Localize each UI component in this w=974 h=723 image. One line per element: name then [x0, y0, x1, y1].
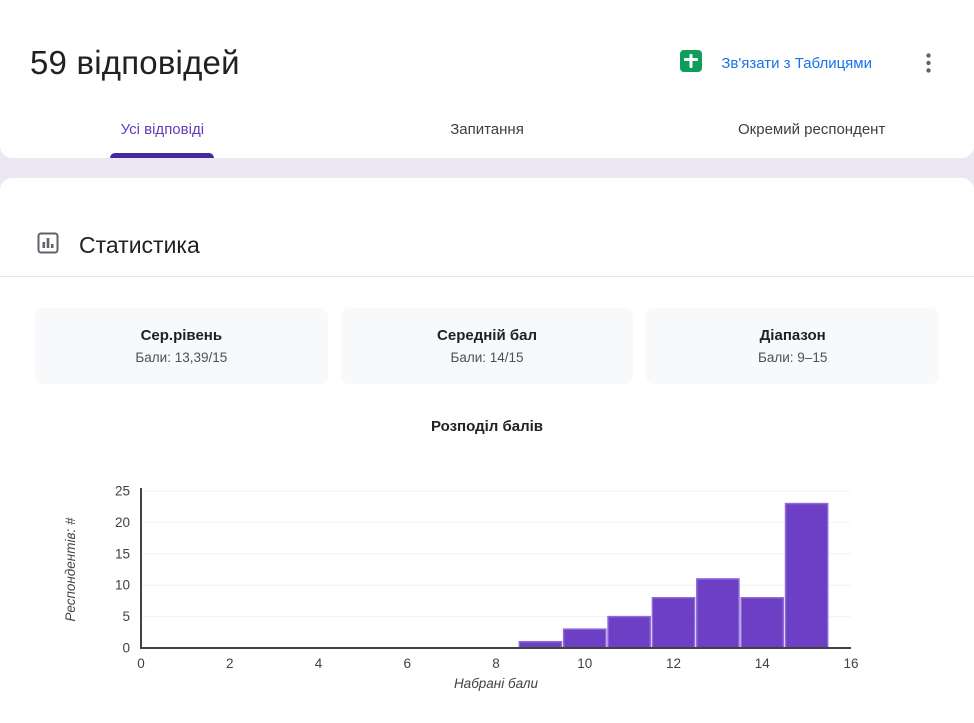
kebab-menu-icon	[925, 53, 931, 73]
header-actions: Зв'язати з Таблицями	[679, 43, 948, 83]
section-title: Статистика	[79, 231, 200, 258]
svg-text:2: 2	[226, 656, 234, 671]
tab-all-responses[interactable]: Усі відповіді	[0, 100, 325, 158]
link-to-sheets-label: Зв'язати з Таблицями	[721, 54, 872, 72]
statistics-section-header: Статистика	[0, 178, 974, 276]
svg-text:4: 4	[315, 656, 323, 671]
svg-text:8: 8	[492, 656, 500, 671]
svg-text:0: 0	[137, 656, 145, 671]
page-background-band	[0, 158, 974, 178]
tab-questions[interactable]: Запитання	[325, 100, 650, 158]
tab-individual-respondent-label: Окремий респондент	[738, 120, 886, 138]
tab-individual-respondent[interactable]: Окремий респондент	[649, 100, 974, 158]
header-bar: 59 відповідей Зв'язати з Таблицями	[0, 0, 974, 100]
stat-chip-range: Діапазон Бали: 9–15	[646, 308, 940, 384]
stat-chip-value: Бали: 9–15	[758, 350, 828, 365]
chart-title: Розподіл балів	[431, 418, 543, 435]
stat-chip-value: Бали: 14/15	[450, 350, 524, 365]
header-card: 59 відповідей Зв'язати з Таблицями	[0, 0, 974, 158]
responses-count-title: 59 відповідей	[30, 44, 240, 81]
stat-chip-average: Середній бал Бали: 14/15	[340, 308, 634, 384]
google-sheets-icon	[679, 49, 703, 78]
stat-chip-value: Бали: 13,39/15	[135, 350, 228, 365]
svg-text:10: 10	[115, 578, 130, 593]
svg-text:16: 16	[843, 656, 858, 671]
stat-chip-title: Середній бал	[437, 327, 537, 344]
svg-text:12: 12	[666, 656, 681, 671]
more-options-button[interactable]	[908, 43, 948, 83]
svg-text:0: 0	[122, 641, 130, 656]
svg-text:Респондентів: #: Респондентів: #	[63, 517, 78, 622]
svg-text:5: 5	[122, 609, 130, 624]
svg-text:Набрані бали: Набрані бали	[454, 676, 539, 691]
link-to-sheets-button[interactable]: Зв'язати з Таблицями	[679, 49, 872, 78]
svg-text:6: 6	[403, 656, 411, 671]
svg-text:14: 14	[755, 656, 771, 671]
svg-text:15: 15	[115, 546, 130, 561]
active-tab-indicator	[110, 153, 215, 158]
section-divider	[0, 276, 974, 277]
stat-chip-title: Діапазон	[759, 327, 826, 344]
bar-chart-icon	[37, 232, 59, 259]
tab-questions-label: Запитання	[450, 120, 524, 138]
svg-text:10: 10	[577, 656, 592, 671]
svg-text:25: 25	[115, 484, 130, 499]
responses-tabs: Усі відповіді Запитання Окремий респонде…	[0, 100, 974, 158]
tab-all-responses-label: Усі відповіді	[120, 120, 205, 138]
stat-chip-median: Сер.рівень Бали: 13,39/15	[35, 308, 328, 384]
summary-chips: Сер.рівень Бали: 13,39/15 Середній бал Б…	[0, 277, 974, 384]
statistics-card: Статистика Сер.рівень Бали: 13,39/15 Сер…	[0, 178, 974, 723]
svg-text:20: 20	[115, 515, 130, 530]
score-distribution-chart: 0 5 10 15 20 25 0 2 4 6 8 10 12 14 16 Набрані бали Респо…	[63, 484, 859, 692]
stat-chip-title: Сер.рівень	[140, 327, 223, 344]
